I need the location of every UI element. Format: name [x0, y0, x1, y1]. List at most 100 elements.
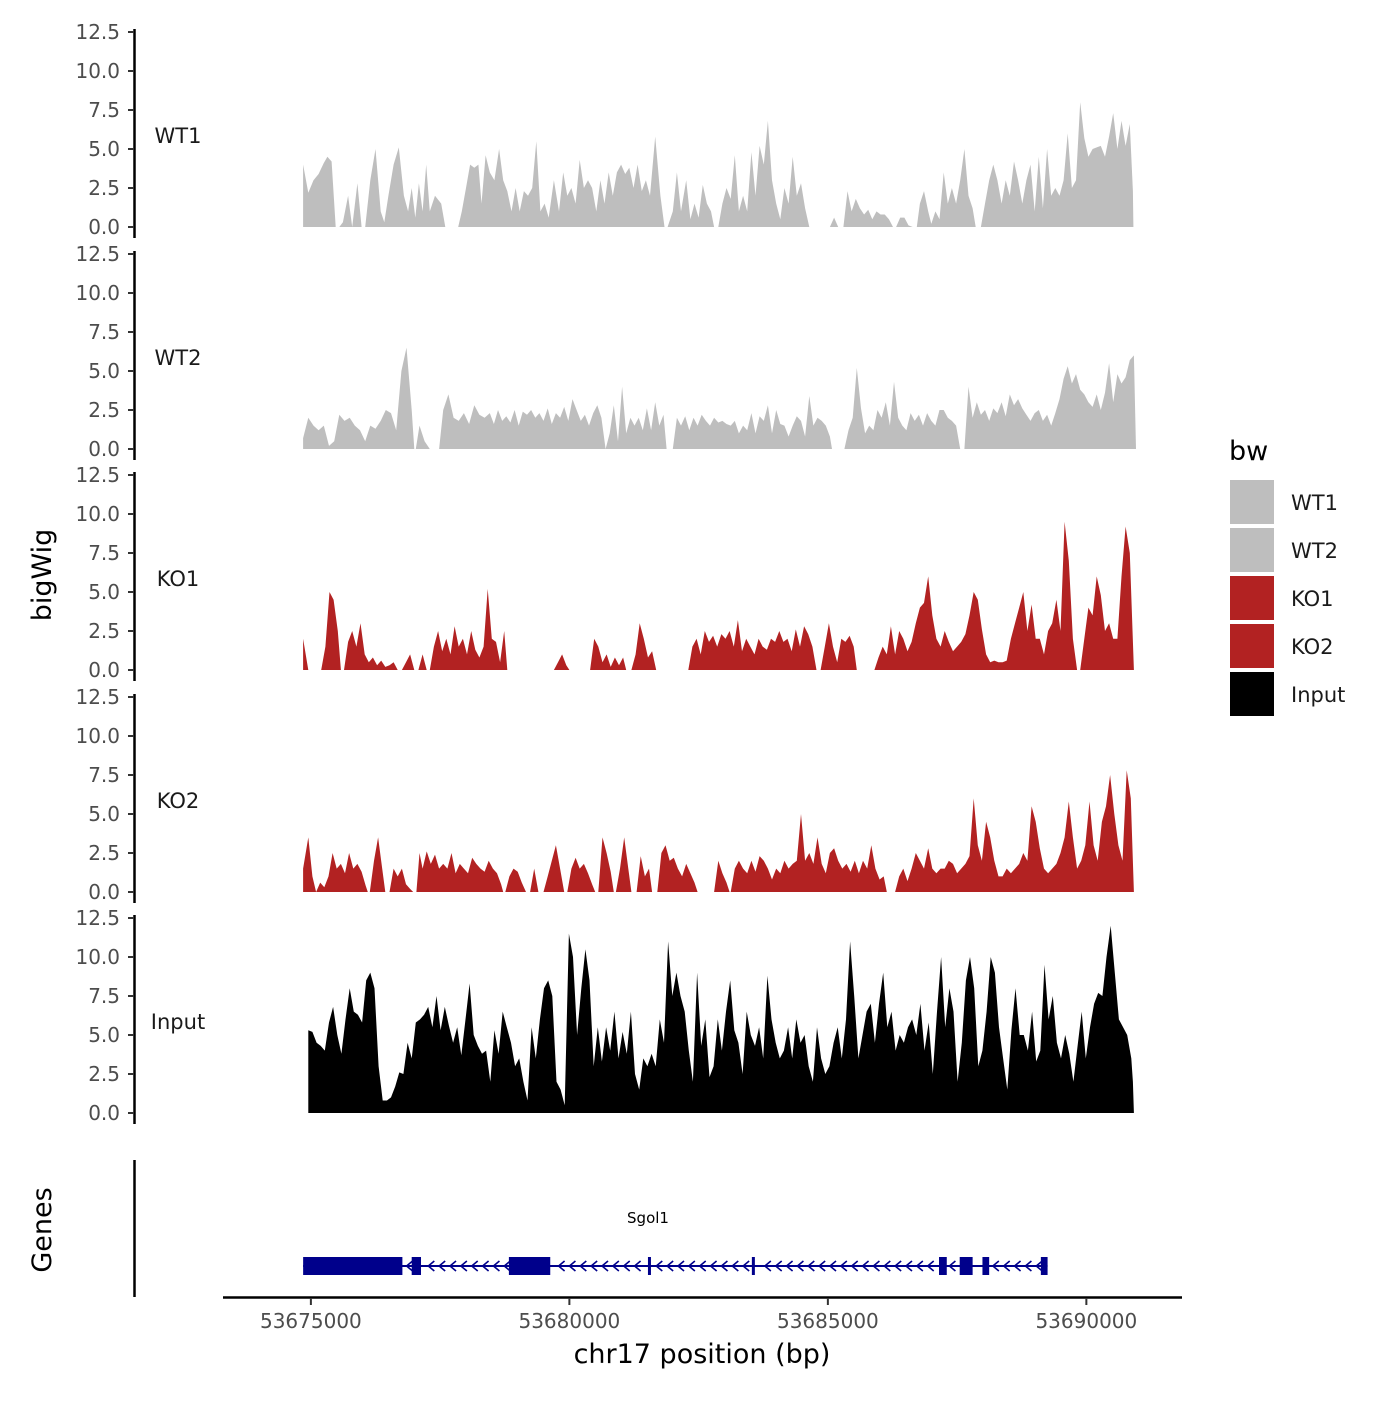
- gene-exon: [647, 1257, 651, 1275]
- strand-arrow: [741, 1260, 750, 1272]
- track-label-input: Input: [151, 1010, 205, 1034]
- strand-arrow: [633, 1260, 642, 1272]
- x-ticks: 53675000 53680000 53685000 53690000: [260, 1298, 1137, 1333]
- strand-arrow: [665, 1260, 674, 1272]
- y-tick-label: 12.5: [75, 906, 120, 930]
- y-tick-label: 7.5: [88, 320, 120, 344]
- coverage-panels: 0.0 2.5 5.0 7.5 10.0 12.5 WT1 0.0 2.5 5.0 7.5 10.0 1…: [75, 20, 1137, 1125]
- gene-exon: [982, 1257, 990, 1275]
- y-tick-label: 12.5: [75, 685, 120, 709]
- strand-arrow: [611, 1260, 620, 1272]
- strand-arrow: [492, 1260, 500, 1272]
- x-tick-label: 53690000: [1035, 1309, 1137, 1333]
- strand-arrow: [470, 1260, 479, 1272]
- gene-name-label: Sgol1: [627, 1209, 669, 1227]
- strand-arrow: [427, 1260, 435, 1272]
- y-tick-label: 0.0: [88, 880, 120, 904]
- x-tick-label: 53675000: [260, 1309, 362, 1333]
- strand-arrow: [709, 1260, 718, 1272]
- strand-arrow: [579, 1260, 587, 1272]
- gene-exon: [303, 1257, 403, 1275]
- y-tick-label: 2.5: [88, 619, 120, 643]
- gene-exon: [508, 1257, 551, 1275]
- legend-swatch-ko1: [1230, 576, 1274, 620]
- y-tick-label: 7.5: [88, 98, 120, 122]
- legend-label-wt2: WT2: [1291, 539, 1338, 563]
- strand-arrow: [991, 1260, 1000, 1272]
- legend-label-ko2: KO2: [1291, 635, 1334, 659]
- y-tick-label: 10.0: [75, 59, 120, 83]
- strand-arrow: [568, 1260, 576, 1272]
- strand-arrow: [1002, 1260, 1011, 1272]
- coverage-area-wt1: [303, 102, 1134, 227]
- y-tick-label: 10.0: [75, 724, 120, 748]
- strand-arrow: [839, 1260, 848, 1272]
- y-tick-label: 12.5: [75, 463, 120, 487]
- gene-exon: [939, 1257, 947, 1275]
- track-label-ko2: KO2: [157, 789, 200, 813]
- track-label-wt2: WT2: [155, 346, 202, 370]
- strand-arrow: [828, 1260, 837, 1272]
- panel-wt2: 0.0 2.5 5.0 7.5 10.0 12.5 WT2: [75, 242, 1137, 461]
- y-axis-title-group: bigWig: [27, 529, 58, 622]
- y-tick-label: 7.5: [88, 763, 120, 787]
- panel-wt1: 0.0 2.5 5.0 7.5 10.0 12.5 WT1: [75, 20, 1134, 239]
- gene-exon: [751, 1257, 755, 1275]
- strand-arrow: [893, 1260, 902, 1272]
- strand-arrow: [676, 1260, 685, 1272]
- strand-arrow: [459, 1260, 468, 1272]
- strand-arrow: [405, 1260, 414, 1272]
- y-tick-label: 2.5: [88, 1062, 120, 1086]
- strand-arrow: [1024, 1260, 1032, 1272]
- strand-arrow: [557, 1260, 566, 1272]
- y-tick-label: 10.0: [75, 945, 120, 969]
- gene-exon: [1040, 1257, 1048, 1275]
- legend-label-wt1: WT1: [1291, 491, 1338, 515]
- y-tick-label: 12.5: [75, 242, 120, 266]
- y-tick-label: 2.5: [88, 841, 120, 865]
- strand-arrow: [817, 1260, 826, 1272]
- y-tick-label: 0.0: [88, 437, 120, 461]
- strand-arrow: [1013, 1260, 1022, 1272]
- strand-arrow: [448, 1260, 457, 1272]
- legend-title: bw: [1229, 436, 1268, 467]
- track-label-ko1: KO1: [157, 567, 200, 591]
- legend-label-ko1: KO1: [1291, 587, 1334, 611]
- y-tick-label: 2.5: [88, 176, 120, 200]
- strand-arrow: [622, 1260, 631, 1272]
- y-tick-label: 2.5: [88, 398, 120, 422]
- strand-arrow: [883, 1260, 891, 1272]
- strand-arrow: [481, 1260, 490, 1272]
- coverage-area-input: [308, 925, 1134, 1113]
- y-tick-label: 0.0: [88, 658, 120, 682]
- genes-panel: Genes Sgol1: [27, 1160, 1048, 1297]
- strand-arrow: [861, 1260, 870, 1272]
- strand-arrow: [720, 1260, 728, 1272]
- strand-arrow: [698, 1260, 707, 1272]
- strand-arrow: [872, 1260, 880, 1272]
- strand-arrow: [731, 1260, 739, 1272]
- strand-arrow: [600, 1260, 609, 1272]
- gene-exon: [411, 1257, 422, 1275]
- panel-input: 0.0 2.5 5.0 7.5 10.0 12.5 Input: [75, 906, 1134, 1125]
- x-axis: 53675000 53680000 53685000 53690000 chr17 p…: [223, 1296, 1182, 1370]
- y-tick-label: 5.0: [88, 802, 120, 826]
- y-tick-label: 5.0: [88, 580, 120, 604]
- x-tick-label: 53685000: [777, 1309, 879, 1333]
- strand-arrow: [785, 1260, 794, 1272]
- strand-arrow: [904, 1260, 913, 1272]
- strand-arrow: [915, 1260, 924, 1272]
- legend-swatch-input: [1230, 672, 1274, 716]
- strand-arrow: [655, 1260, 663, 1272]
- x-tick-label: 53680000: [518, 1309, 620, 1333]
- y-tick-label: 7.5: [88, 541, 120, 565]
- strand-arrow: [850, 1260, 859, 1272]
- strand-arrow: [437, 1260, 446, 1272]
- legend-swatch-ko2: [1230, 624, 1274, 668]
- y-tick-label: 5.0: [88, 137, 120, 161]
- genes-track-label: Genes: [27, 1187, 58, 1272]
- strand-arrow: [926, 1260, 935, 1272]
- x-axis-title: chr17 position (bp): [574, 1339, 831, 1370]
- y-tick-label: 0.0: [88, 215, 120, 239]
